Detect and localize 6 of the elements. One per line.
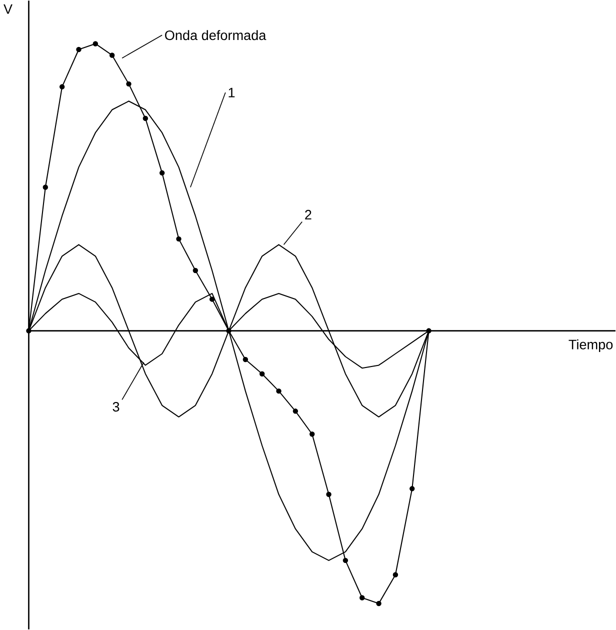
text: 3 <box>112 402 120 412</box>
text: 1 <box>228 88 235 98</box>
y-axis-title: V <box>3 4 12 14</box>
text: 2 <box>305 210 312 220</box>
text: Tiempo <box>568 339 613 352</box>
text: Onda deformada <box>164 30 266 40</box>
